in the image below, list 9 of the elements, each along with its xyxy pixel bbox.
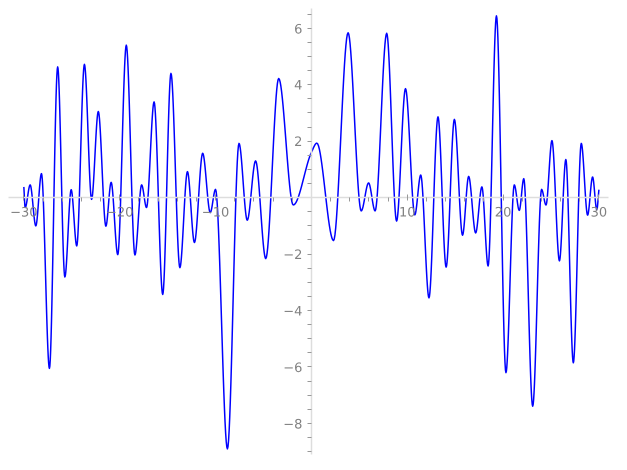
y-tick-label: −2 [283, 248, 302, 264]
y-tick-label: −6 [283, 360, 302, 376]
y-tick-label: −4 [283, 304, 302, 320]
y-tick-label: 4 [294, 78, 302, 94]
y-tick-label: 6 [294, 22, 302, 38]
x-tick-label: 10 [398, 206, 416, 221]
y-tick-label: −8 [283, 417, 302, 432]
y-tick-label: 2 [294, 135, 302, 150]
x-tick-label: 30 [590, 206, 608, 221]
